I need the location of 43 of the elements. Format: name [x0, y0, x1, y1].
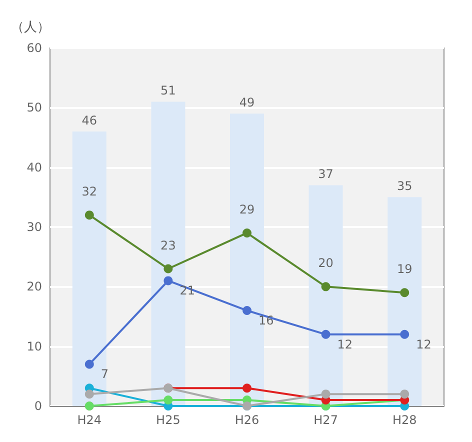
y-tick-label: 50	[26, 100, 42, 115]
point	[84, 210, 94, 220]
data-label: 32	[82, 184, 98, 199]
y-tick-label: 20	[26, 280, 42, 294]
data-label: 19	[396, 262, 412, 276]
x-tick-label: H28	[392, 413, 417, 427]
data-label: 51	[160, 84, 176, 98]
data-label: 46	[82, 114, 98, 128]
data-label: 23	[160, 238, 176, 252]
y-tick-label: 40	[26, 160, 42, 174]
y-tick-label: 10	[26, 339, 42, 354]
point	[321, 390, 330, 399]
data-label: 12	[337, 337, 353, 352]
point	[164, 264, 173, 274]
data-label: 29	[239, 202, 255, 216]
data-label: 12	[416, 337, 432, 352]
point	[84, 390, 94, 399]
data-label: 7	[100, 367, 109, 382]
point	[400, 288, 410, 298]
y-axis-title: （人）	[11, 20, 50, 35]
bar	[72, 132, 106, 406]
point	[321, 282, 330, 292]
y-tick-label: 0	[34, 399, 42, 413]
data-label: 49	[239, 96, 255, 110]
x-tick-label: H26	[234, 413, 260, 427]
data-label: 35	[396, 179, 412, 194]
x-tick-label: H27	[314, 413, 338, 427]
point	[164, 276, 173, 286]
data-label: 20	[318, 256, 334, 270]
point	[242, 228, 252, 238]
point	[242, 306, 252, 316]
point	[84, 360, 94, 369]
data-label: 37	[318, 167, 334, 182]
point	[400, 390, 410, 399]
point	[321, 330, 330, 339]
y-tick-label: 30	[26, 220, 42, 234]
data-label: 16	[258, 314, 274, 328]
point	[400, 330, 410, 339]
x-tick-label: H25	[156, 413, 180, 427]
point	[164, 396, 173, 405]
y-tick-label: 60	[26, 41, 42, 55]
x-tick-label: H24	[77, 413, 102, 427]
point	[242, 384, 252, 393]
